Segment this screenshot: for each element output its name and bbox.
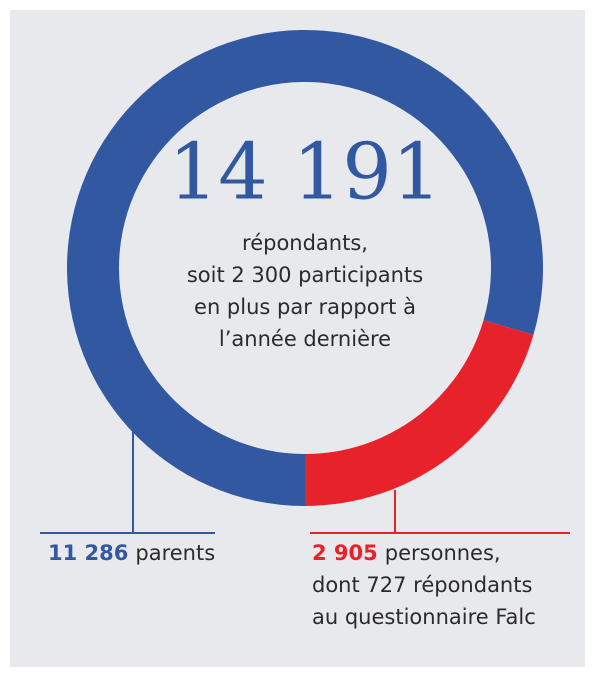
segment-label: 2 905 personnes, — [312, 541, 501, 565]
label-text: personnes, — [385, 541, 501, 565]
value-label: 11 286 — [48, 541, 128, 565]
label-text: au questionnaire Falc — [312, 605, 536, 629]
center-text: en plus par rapport à — [194, 295, 416, 319]
value-label: 2 905 — [312, 541, 378, 565]
center-text: l’année dernière — [219, 327, 391, 351]
donut-segment — [305, 320, 534, 506]
segment-label: dont 727 répondants — [312, 573, 532, 597]
segment-label: au questionnaire Falc — [312, 605, 536, 629]
segment-label: 11 286 parents — [48, 541, 215, 565]
total-value: 14 191 — [169, 128, 442, 218]
center-text: soit 2 300 participants — [187, 263, 423, 287]
label-text: dont 727 répondants — [312, 573, 532, 597]
center-text: répondants, — [242, 231, 368, 255]
label-text: parents — [135, 541, 215, 565]
